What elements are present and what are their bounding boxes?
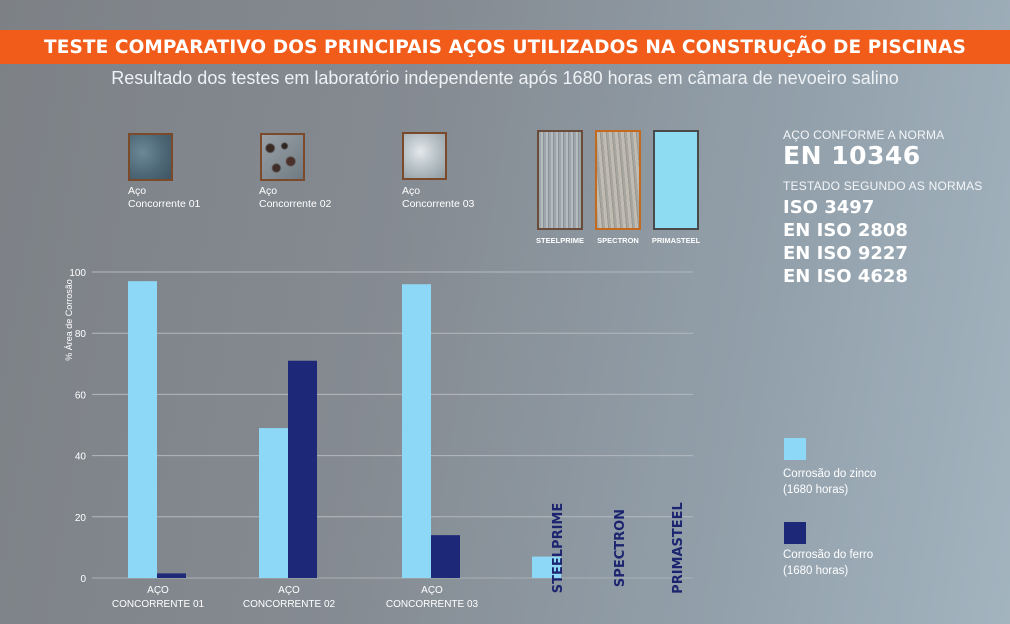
norms-block: AÇO CONFORME A NORMA EN 10346 TESTADO SE… [783,128,982,288]
sample-caption-steelprime: STEELPRIME [536,236,584,245]
bar-zinc [532,556,561,578]
bar-zinc [259,428,288,578]
chart-grid [92,271,693,579]
norm-tested-value: EN ISO 9227 [783,243,908,264]
legend-item-zinc: Corrosão do zinco (1680 horas) [783,466,876,498]
page-title-banner: TESTE COMPARATIVO DOS PRINCIPAIS AÇOS UT… [0,30,1010,64]
sample-label-line2: Concorrente 03 [402,198,475,210]
legend-label: Corrosão do zinco [783,468,877,480]
sample-label-line1: Aço [128,185,147,197]
category-label: AÇO [278,585,300,596]
chart-bars [128,281,561,578]
legend-item-iron: Corrosão do ferro (1680 horas) [783,547,873,579]
legend-label-detail: (1680 horas) [783,484,849,496]
y-tick-label: 0 [80,574,86,585]
category-label: PRIMASTEEL [671,502,686,594]
norm-conform-value: EN 10346 [783,141,921,170]
legend-label-detail: (1680 horas) [783,565,849,577]
sample-label-concorrente-01: Aço Concorrente 01 [128,185,200,211]
y-tick-label: 60 [75,390,87,401]
category-label: CONCORRENTE 01 [112,599,205,610]
chart-labels: AÇO CONCORRENTE 01 AÇO CONCORRENTE 02 AÇO CON… [112,502,686,610]
category-label: CONCORRENTE 02 [243,599,336,610]
y-tick-label: 80 [75,329,87,340]
y-tick-label: 40 [75,452,87,463]
bar-iron [288,360,317,578]
sample-swatch-concorrente-01 [128,133,173,181]
bar-iron [157,573,186,578]
sample-label-line2: Concorrente 01 [128,198,201,210]
sample-swatch-primasteel [653,130,699,230]
legend-swatch-zinc [784,438,806,460]
norm-tested-label: TESTADO SEGUNDO AS NORMAS [783,179,983,193]
norm-tested-value: EN ISO 2808 [783,220,908,241]
y-axis-label: % Área de Corrosão [64,279,74,361]
sample-label-line2: Concorrente 02 [259,198,332,210]
page-title: TESTE COMPARATIVO DOS PRINCIPAIS AÇOS UT… [44,36,966,58]
y-tick-label: 100 [69,268,86,279]
sample-label-line1: Aço [259,185,278,197]
legend-label: Corrosão do ferro [783,549,874,561]
norm-tested-value: ISO 3497 [783,197,875,218]
sample-label-line1: Aço [402,185,421,197]
bar-zinc [402,284,431,578]
sample-caption-primasteel: PRIMASTEEL [651,236,701,245]
category-label: AÇO [421,585,443,596]
sample-label-concorrente-02: Aço Concorrente 02 [259,185,331,211]
sample-swatch-concorrente-03 [402,132,447,180]
bar-zinc [128,281,157,578]
category-label: STEELPRIME [551,503,566,593]
bar-iron [431,535,460,578]
sample-caption-spectron: SPECTRON [597,236,639,245]
sample-label-concorrente-03: Aço Concorrente 03 [402,185,474,211]
chart-axes: 0 20 40 60 80 100% Área de Corrosão [64,268,86,585]
norm-tested-value: EN ISO 4628 [783,266,908,287]
legend-swatch-iron [784,522,806,544]
sample-swatch-steelprime [537,130,583,230]
norm-conform-label: AÇO CONFORME A NORMA [783,128,945,142]
category-label: AÇO [147,585,169,596]
y-tick-label: 20 [75,513,87,524]
sample-swatch-spectron [595,130,641,230]
category-label: SPECTRON [613,509,628,587]
sample-swatch-concorrente-02 [260,133,305,181]
page-subtitle: Resultado dos testes em laboratório inde… [111,68,899,88]
category-label: CONCORRENTE 03 [386,599,479,610]
